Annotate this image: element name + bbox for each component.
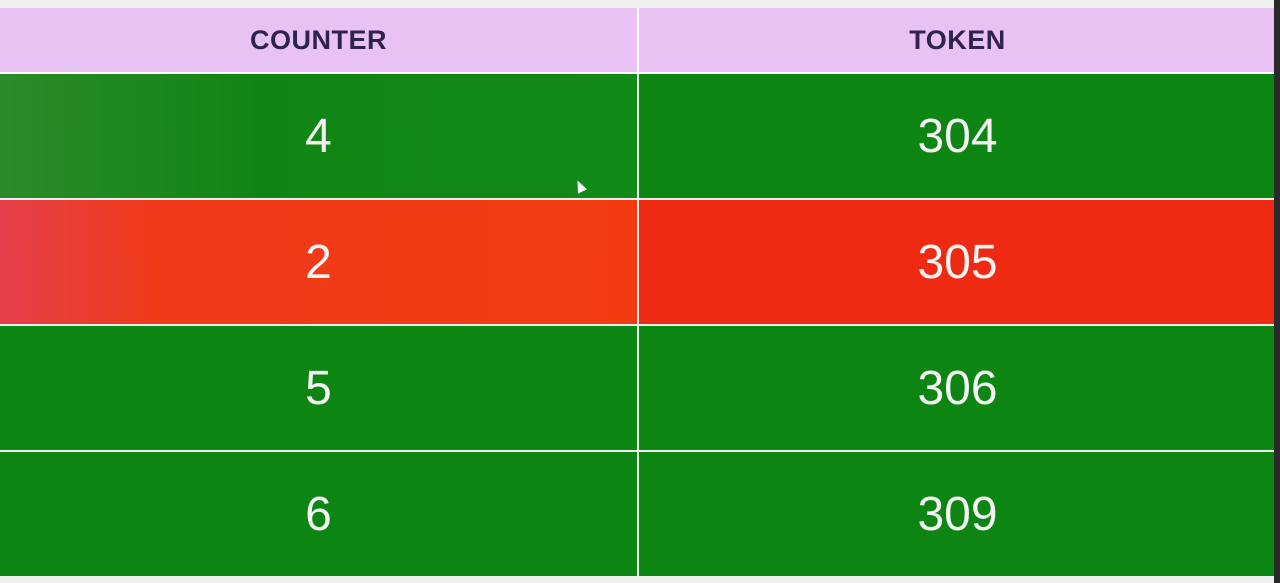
token-rows: 4 304 2 305 5 306 6 309: [0, 74, 1276, 578]
monitor-bezel: [1274, 0, 1280, 583]
token-cell: 304: [639, 74, 1276, 198]
table-row: 6 309: [0, 452, 1276, 578]
counter-cell: 5: [0, 326, 639, 450]
token-cell: 309: [639, 452, 1276, 576]
table-row: 5 306: [0, 326, 1276, 452]
counter-cell: 2: [0, 200, 639, 324]
counter-column-header: COUNTER: [0, 8, 639, 72]
table-row: 2 305: [0, 200, 1276, 326]
token-column-header: TOKEN: [909, 24, 1006, 55]
counter-cell: 4: [0, 74, 639, 198]
table-row: 4 304: [0, 74, 1276, 200]
token-cell: 306: [639, 326, 1276, 450]
token-cell: 305: [639, 200, 1276, 324]
table-header: COUNTER TOKEN: [0, 8, 1276, 74]
token-board: COUNTER TOKEN 4 304 2 305 5 306 6 309: [0, 8, 1276, 578]
counter-cell: 6: [0, 452, 639, 576]
